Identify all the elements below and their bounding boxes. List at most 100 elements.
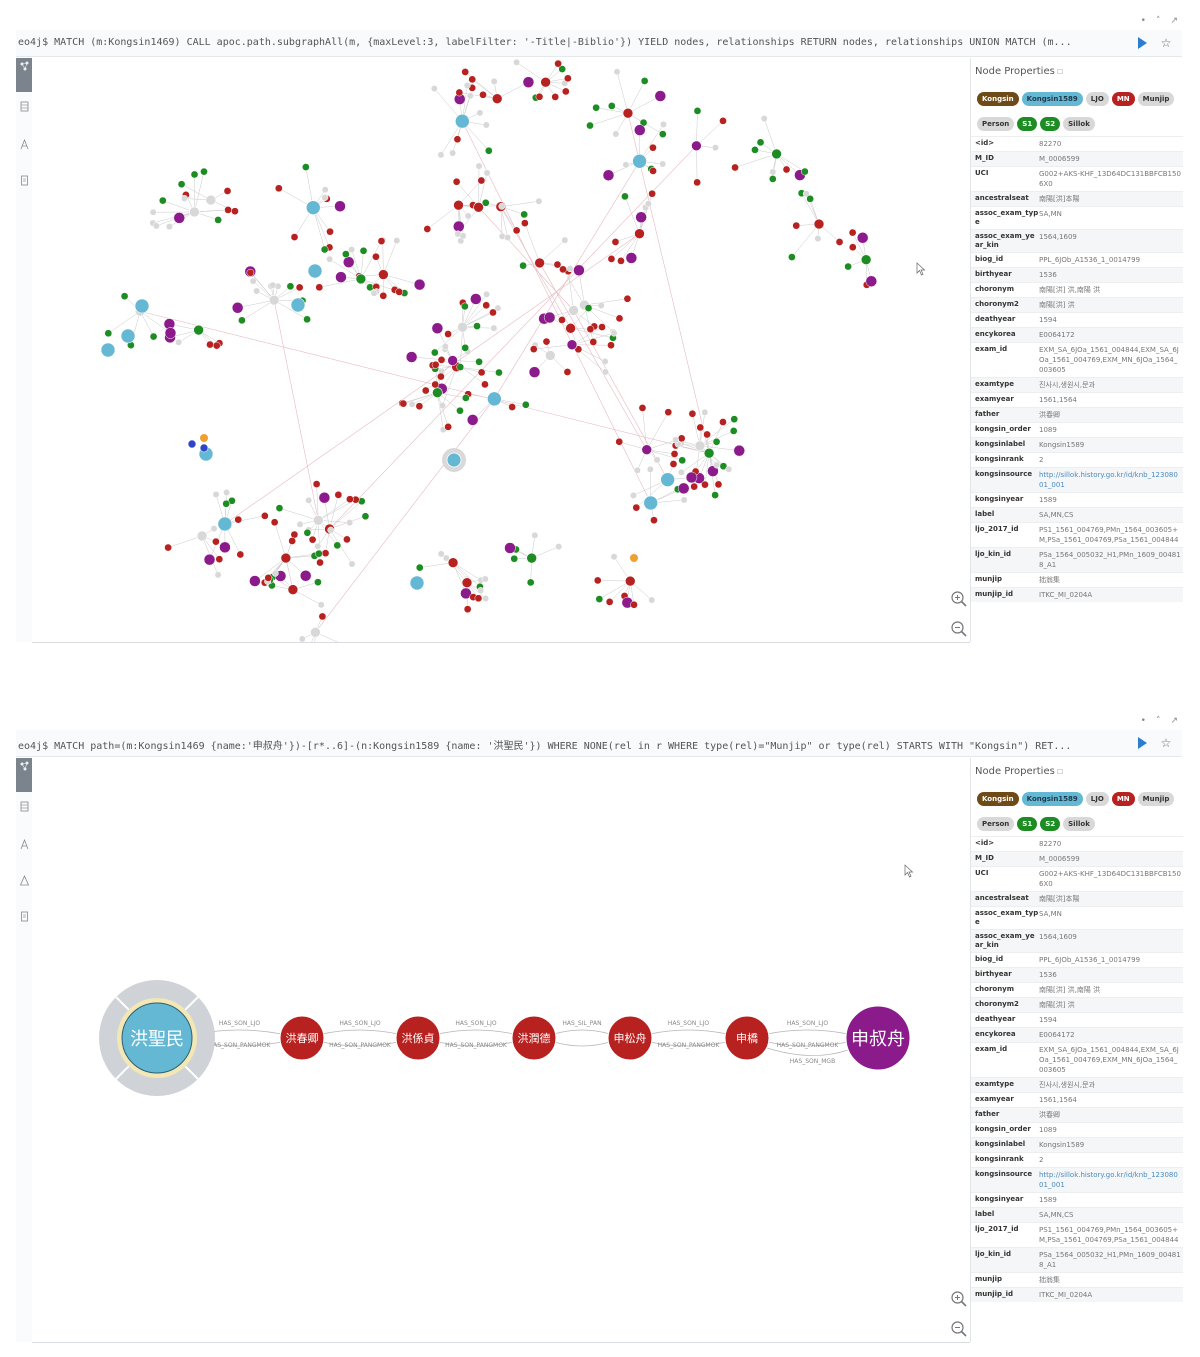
graph-node[interactable] [731, 163, 739, 172]
graph-node[interactable] [543, 311, 556, 324]
graph-node[interactable] [288, 537, 297, 545]
graph-node[interactable] [359, 246, 368, 255]
graph-node[interactable] [335, 271, 347, 283]
graph-node[interactable] [477, 587, 485, 594]
graph-node[interactable] [286, 282, 295, 291]
graph-node[interactable] [303, 315, 311, 324]
graph-node[interactable] [413, 278, 426, 291]
graph-node[interactable] [563, 368, 572, 376]
graph-node[interactable] [508, 403, 516, 411]
graph-node[interactable] [395, 288, 404, 296]
graph-node[interactable] [405, 351, 418, 363]
graph-node[interactable] [275, 504, 284, 512]
graph-node[interactable] [290, 297, 306, 313]
graph-node[interactable] [802, 190, 810, 198]
graph-node[interactable] [200, 167, 208, 176]
graph-hub-node[interactable] [491, 93, 503, 105]
graph-node[interactable] [712, 144, 719, 152]
graph-node[interactable] [607, 255, 616, 263]
graph-node[interactable] [601, 368, 609, 376]
graph-node[interactable] [522, 76, 535, 88]
graph-node[interactable] [321, 549, 330, 558]
graph-hub-node[interactable] [378, 269, 389, 280]
graph-hub-node[interactable] [305, 200, 321, 215]
graph-node[interactable] [519, 261, 527, 270]
label-chip-kongsin[interactable]: Kongsin [977, 92, 1019, 106]
graph-node[interactable] [210, 525, 218, 533]
graph-hub-node[interactable] [310, 626, 321, 638]
graph-node[interactable] [316, 558, 324, 567]
graph-hub-node[interactable] [432, 387, 443, 398]
table-view-tool[interactable] [16, 798, 32, 832]
graph-hub-node[interactable] [461, 577, 473, 588]
graph-node[interactable] [431, 322, 444, 335]
graph-node[interactable] [464, 212, 472, 220]
graph-node[interactable] [678, 456, 687, 465]
graph-node[interactable] [504, 542, 516, 554]
graph-node[interactable] [343, 535, 351, 544]
graph-node[interactable] [644, 200, 652, 208]
graph-node[interactable] [461, 394, 470, 402]
graph-node[interactable] [444, 330, 452, 338]
graph-hub-node[interactable] [624, 575, 636, 587]
graph-node[interactable] [713, 461, 721, 469]
graph-node[interactable] [512, 226, 521, 235]
graph-node[interactable] [236, 550, 245, 559]
graph-node[interactable] [504, 234, 512, 241]
graph-node[interactable] [707, 465, 719, 477]
graph-node[interactable] [601, 357, 609, 365]
graph-node[interactable] [449, 149, 457, 157]
label-chip-mn[interactable]: MN [1111, 792, 1135, 806]
graph-node[interactable] [439, 402, 446, 409]
graph-node[interactable] [315, 549, 323, 558]
graph-node[interactable] [573, 264, 585, 277]
graph-node[interactable] [223, 187, 232, 195]
graph-node[interactable] [520, 210, 528, 219]
graph-node[interactable] [729, 427, 738, 435]
graph-node[interactable] [164, 543, 172, 552]
label-chip-person[interactable]: Person [977, 117, 1015, 131]
graph-node[interactable] [303, 528, 312, 537]
graph-node[interactable] [703, 430, 711, 439]
graph-node[interactable] [558, 316, 566, 324]
graph-node[interactable] [477, 368, 486, 377]
code-view-tool[interactable] [16, 172, 32, 206]
graph-node[interactable] [437, 550, 445, 558]
graph-node[interactable] [669, 460, 678, 468]
graph-node[interactable] [479, 90, 487, 99]
path-node[interactable] [845, 1005, 911, 1071]
graph-node[interactable] [701, 480, 709, 489]
graph-hub-node[interactable] [312, 515, 324, 526]
graph-node[interactable] [633, 466, 641, 474]
graph-node[interactable] [623, 294, 632, 303]
graph-canvas[interactable] [32, 58, 970, 643]
graph-node[interactable] [610, 553, 618, 561]
graph-node[interactable] [648, 189, 656, 198]
graph-node[interactable] [307, 263, 323, 279]
graph-node[interactable] [693, 107, 702, 115]
graph-hub-node[interactable] [205, 194, 217, 206]
path-node[interactable] [395, 1015, 441, 1061]
run-query-button[interactable] [1134, 735, 1150, 751]
graph-node[interactable] [370, 289, 378, 297]
pin-icon[interactable]: • [1140, 16, 1146, 26]
label-chip-munjip[interactable]: Munjip [1137, 92, 1175, 106]
graph-node[interactable] [490, 77, 498, 85]
graph-hub-node[interactable] [534, 257, 545, 269]
graph-node[interactable] [602, 169, 615, 182]
pin-icon[interactable]: • [1140, 716, 1146, 726]
graph-node[interactable] [342, 250, 350, 258]
graph-node[interactable] [326, 227, 334, 236]
label-chip-person[interactable]: Person [977, 817, 1015, 831]
graph-node[interactable] [173, 212, 185, 224]
graph-node[interactable] [528, 366, 541, 378]
graph-node[interactable] [346, 495, 354, 504]
graph-node[interactable] [605, 598, 614, 606]
graph-node[interactable] [475, 162, 483, 170]
graph-node[interactable] [430, 348, 439, 357]
graph-node[interactable] [725, 465, 733, 473]
graph-node[interactable] [215, 555, 224, 564]
graph-node[interactable] [274, 184, 283, 193]
graph-node[interactable] [453, 135, 462, 144]
graph-node[interactable] [559, 265, 567, 274]
